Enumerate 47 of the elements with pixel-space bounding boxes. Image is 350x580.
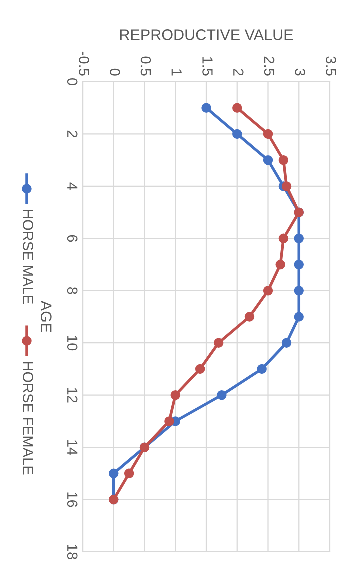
point: [195, 364, 206, 374]
y-tick-label: 14: [68, 440, 78, 456]
y-tick-label: 8: [67, 287, 78, 294]
y-tick-label: 4: [68, 182, 78, 190]
point: [109, 468, 119, 479]
y-tick-label: 16: [67, 492, 78, 508]
y-axis-title: AGE: [41, 300, 52, 332]
y-tick-label: 6: [67, 235, 78, 242]
point: [263, 129, 274, 140]
x-tick-label: 0.5: [140, 56, 152, 76]
x-tick-label: -0.5: [79, 52, 90, 76]
point: [294, 260, 304, 270]
point: [124, 468, 134, 479]
point: [263, 286, 274, 296]
point: [263, 155, 274, 166]
x-tick-label: 1: [172, 69, 182, 76]
x-tick-label: 2: [234, 69, 244, 76]
x-tick-label: 3.5: [326, 56, 336, 76]
y-tick-label: 2: [68, 130, 78, 138]
point: [244, 312, 255, 322]
y-tick-label: 12: [68, 388, 78, 403]
point: [232, 129, 242, 140]
point: [294, 312, 304, 322]
x-tick-label: 1.5: [202, 57, 213, 76]
y-tick-label: 10: [67, 336, 78, 351]
x-tick-label: 2.5: [264, 56, 275, 76]
point: [170, 390, 180, 400]
x-axis-title: REPRODUCTIVE VALUE: [120, 30, 294, 40]
point: [294, 286, 304, 296]
point: [214, 338, 224, 348]
x-tick-label: 3: [295, 68, 306, 76]
point: [232, 103, 242, 113]
point: [282, 182, 292, 192]
point: [294, 234, 304, 244]
point: [257, 364, 267, 374]
point: [217, 390, 227, 400]
y-tick-label: 18: [67, 545, 78, 560]
y-tick-label: 0: [67, 78, 78, 86]
point: [202, 103, 212, 113]
legend-label: HORSE MALE: [23, 210, 34, 304]
legend-label: HORSE FEMALE: [23, 362, 34, 475]
point: [278, 155, 289, 166]
x-tick-label: 0: [110, 68, 120, 76]
point: [278, 234, 289, 244]
point: [276, 260, 286, 270]
point: [164, 416, 174, 426]
point: [282, 338, 292, 348]
